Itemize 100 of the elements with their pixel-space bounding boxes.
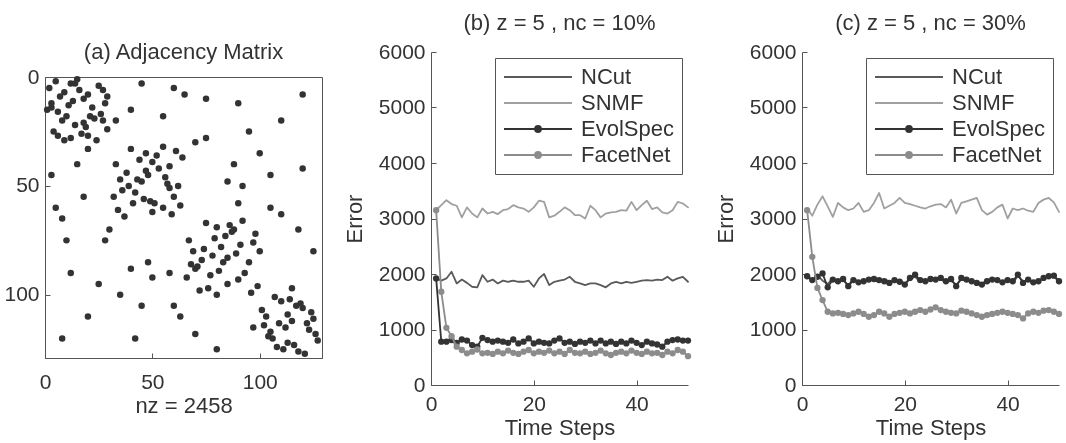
point xyxy=(845,311,852,319)
point xyxy=(664,348,671,355)
point xyxy=(819,296,826,304)
point xyxy=(803,207,811,214)
legend-label: SNMF xyxy=(581,90,644,115)
point xyxy=(438,288,445,295)
point xyxy=(968,310,975,317)
point xyxy=(643,348,651,355)
point xyxy=(669,336,676,344)
point xyxy=(618,348,625,355)
x-tick-label: 20 xyxy=(522,391,546,415)
point xyxy=(901,281,908,288)
point xyxy=(886,313,893,320)
point xyxy=(932,276,939,283)
point xyxy=(911,308,919,315)
point xyxy=(602,350,609,357)
point xyxy=(947,275,955,283)
x-tick-label: 20 xyxy=(893,391,917,415)
point xyxy=(463,350,471,357)
point xyxy=(978,281,986,288)
point xyxy=(937,306,944,314)
point xyxy=(1019,315,1027,322)
point xyxy=(906,274,914,282)
point xyxy=(999,279,1006,286)
point xyxy=(1014,311,1022,319)
point xyxy=(674,336,681,343)
point xyxy=(834,309,842,317)
point xyxy=(1050,272,1058,279)
point xyxy=(891,276,898,284)
point xyxy=(525,346,532,354)
point xyxy=(906,310,914,317)
point xyxy=(468,341,476,349)
point xyxy=(479,334,486,341)
point xyxy=(628,347,635,354)
point xyxy=(546,347,553,354)
point xyxy=(592,349,599,356)
point xyxy=(896,309,903,317)
point xyxy=(633,339,640,346)
point xyxy=(865,276,872,283)
point xyxy=(504,339,512,346)
point xyxy=(576,350,584,357)
point xyxy=(494,337,501,344)
point xyxy=(654,341,661,348)
point xyxy=(669,350,676,357)
point xyxy=(571,340,579,348)
point xyxy=(432,207,440,214)
point xyxy=(489,338,496,345)
point xyxy=(520,348,527,355)
point xyxy=(829,310,836,317)
legend-label: SNMF xyxy=(952,90,1015,115)
point xyxy=(1045,306,1052,314)
point xyxy=(612,349,620,356)
point xyxy=(1004,276,1011,284)
point xyxy=(463,337,471,344)
point xyxy=(597,337,604,344)
point xyxy=(618,338,625,345)
point xyxy=(587,337,594,344)
point xyxy=(510,336,517,343)
point xyxy=(468,348,476,355)
point xyxy=(1045,273,1052,280)
point xyxy=(968,278,975,285)
point xyxy=(582,348,589,355)
chart-title: (a) Adjacency Matrix xyxy=(83,39,284,64)
point xyxy=(607,338,615,345)
point xyxy=(829,276,836,283)
y-tick-label: 0 xyxy=(27,64,40,88)
point xyxy=(875,308,883,315)
x-tick-label: 40 xyxy=(625,391,649,415)
legend-label: EvolSpec xyxy=(952,116,1045,141)
y-tick-label: 3000 xyxy=(749,206,797,229)
point xyxy=(453,343,460,350)
y-tick-label: 1000 xyxy=(378,317,426,340)
y-tick-label: 3000 xyxy=(378,206,426,229)
point xyxy=(1035,278,1042,285)
point xyxy=(520,338,527,345)
point xyxy=(530,340,537,347)
legend-label: FacetNet xyxy=(581,142,671,167)
point xyxy=(576,338,584,345)
point xyxy=(932,304,939,311)
point xyxy=(582,339,589,346)
point xyxy=(530,350,537,357)
point xyxy=(809,253,816,260)
y-tick-label: 6000 xyxy=(378,39,426,63)
point xyxy=(602,340,609,347)
point xyxy=(515,350,522,358)
point xyxy=(886,279,893,287)
legend-label: NCut xyxy=(581,64,632,89)
legend-label: NCut xyxy=(952,64,1003,89)
point xyxy=(834,278,842,285)
point xyxy=(973,311,980,319)
point xyxy=(860,310,867,318)
point xyxy=(674,346,681,354)
point xyxy=(947,309,955,317)
point xyxy=(1009,278,1016,285)
legend-label: EvolSpec xyxy=(581,116,674,141)
point xyxy=(1025,310,1032,317)
point xyxy=(1019,279,1027,287)
point xyxy=(571,349,579,356)
point xyxy=(896,278,903,285)
chart-title: (c) z = 5 , nc = 30% xyxy=(835,10,1026,35)
